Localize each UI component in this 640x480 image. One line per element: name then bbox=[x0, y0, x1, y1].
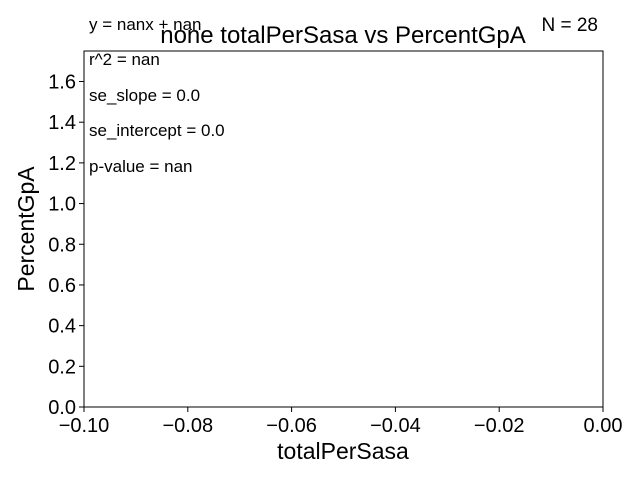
x-tick-label: −0.06 bbox=[266, 415, 317, 437]
x-tick-label: −0.10 bbox=[59, 415, 110, 437]
y-tick-label: 0.2 bbox=[48, 356, 76, 378]
r-squared-annotation: r^2 = nan bbox=[89, 50, 160, 69]
x-tick-label: −0.08 bbox=[162, 415, 213, 437]
x-tick-label: −0.04 bbox=[370, 415, 421, 437]
x-axis-label: totalPerSasa bbox=[277, 438, 409, 464]
se-slope-annotation: se_slope = 0.0 bbox=[89, 86, 200, 105]
y-axis-label: PercentGpA bbox=[13, 166, 39, 292]
equation-annotation: y = nanx + nan bbox=[89, 15, 201, 34]
y-tick-label: 1.2 bbox=[48, 153, 76, 175]
y-tick-label: 1.0 bbox=[48, 194, 76, 216]
y-axis-ticks: 0.0 0.2 0.4 0.6 0.8 1.0 1.2 1.4 1.6 bbox=[48, 72, 84, 419]
x-tick-label: 0.00 bbox=[584, 415, 623, 437]
x-axis-ticks: −0.10 −0.08 −0.06 −0.04 −0.02 0.00 bbox=[59, 407, 623, 437]
y-tick-label: 0.6 bbox=[48, 275, 76, 297]
plot-frame bbox=[83, 50, 604, 408]
sample-count-annotation: N = 28 bbox=[541, 15, 598, 36]
y-tick-label: 0.4 bbox=[48, 316, 76, 338]
y-tick-label: 0.0 bbox=[48, 397, 76, 419]
plot-area bbox=[84, 51, 603, 407]
x-tick-label: −0.02 bbox=[474, 415, 525, 437]
se-intercept-annotation: se_intercept = 0.0 bbox=[89, 121, 225, 140]
p-value-annotation: p-value = nan bbox=[89, 157, 193, 176]
chart-title: none totalPerSasa vs PercentGpA bbox=[160, 22, 526, 49]
y-tick-label: 1.6 bbox=[48, 72, 76, 94]
y-tick-label: 0.8 bbox=[48, 234, 76, 256]
y-tick-label: 1.4 bbox=[48, 112, 76, 134]
